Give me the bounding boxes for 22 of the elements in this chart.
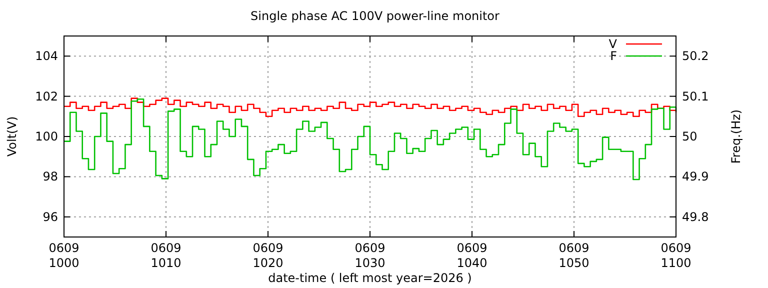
legend-label: F (610, 49, 618, 63)
y2-tick-label: 49.8 (682, 210, 709, 224)
y2-tick-label: 49.9 (682, 170, 709, 184)
y-axis-title: Volt(V) (5, 116, 19, 157)
chart-title: Single phase AC 100V power-line monitor (250, 9, 500, 23)
y-tick-label: 96 (42, 210, 58, 224)
y2-tick-label: 50.2 (682, 49, 709, 64)
legend-label: V (608, 37, 618, 51)
y-tick-label: 104 (35, 49, 58, 64)
x-tick-label: 0609 1100 (660, 241, 692, 270)
x-tick-label: 0609 1040 (456, 241, 488, 270)
y-tick-label: 100 (35, 130, 58, 144)
x-axis-title: date-time ( left most year=2026 ) (268, 271, 472, 285)
y-tick-label: 98 (42, 170, 58, 184)
x-tick-label: 0609 1010 (150, 241, 182, 270)
y2-tick-label: 50.1 (682, 89, 709, 104)
x-tick-label: 0609 1050 (558, 241, 590, 270)
y2-axis-title: Freq.(Hz) (729, 109, 743, 164)
x-tick-label: 0609 1030 (354, 241, 386, 270)
x-tick-label: 0609 1000 (48, 241, 80, 270)
y-tick-label: 102 (35, 89, 58, 104)
y2-tick-label: 50 (682, 130, 698, 144)
